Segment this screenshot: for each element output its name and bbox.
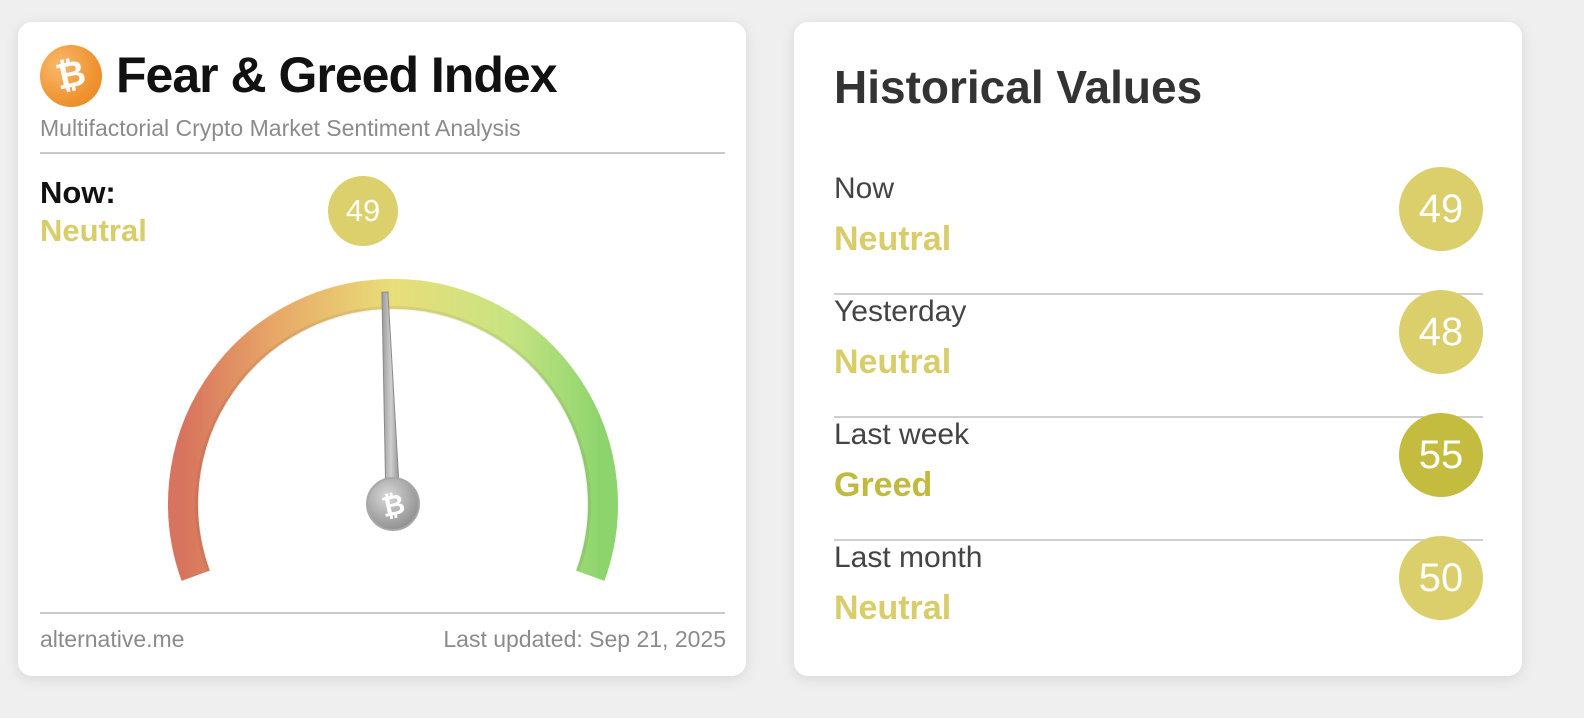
- gauge-arc-inner-shade: [195, 306, 591, 572]
- now-classification: Neutral: [40, 213, 147, 248]
- row-divider: [834, 416, 1483, 418]
- row-divider: [834, 293, 1483, 295]
- row-period: Last week: [834, 418, 970, 451]
- historical-row-last-month: Last month Neutral 50: [834, 536, 1483, 664]
- row-classification: Neutral: [834, 220, 952, 258]
- fear-greed-widget: ₿ Fear & Greed Index Multifactorial Cryp…: [18, 22, 746, 676]
- row-classification: Greed: [834, 466, 933, 504]
- historical-row-yesterday: Yesterday Neutral 48: [834, 290, 1483, 418]
- row-value-bubble: 50: [1399, 536, 1483, 620]
- row-period: Yesterday: [834, 295, 967, 328]
- row-value-bubble: 49: [1399, 167, 1483, 251]
- sentiment-gauge: ₿: [168, 278, 618, 581]
- historical-row-last-week: Last week Greed 55: [834, 413, 1483, 541]
- row-period: Last month: [834, 541, 983, 574]
- widget-subtitle: Multifactorial Crypto Market Sentiment A…: [40, 115, 521, 141]
- gauge-needle: [381, 291, 401, 505]
- now-value-bubble: 49: [328, 176, 398, 246]
- bitcoin-logo-icon: ₿: [34, 39, 108, 113]
- header-divider: [40, 152, 725, 154]
- needle-cap-bitcoin-icon: ₿: [366, 477, 420, 531]
- historical-row-now: Now Neutral 49: [834, 167, 1483, 295]
- row-value-bubble: 48: [1399, 290, 1483, 374]
- historical-values-card: Historical Values Now Neutral 49 Yesterd…: [794, 22, 1522, 676]
- row-value-bubble: 55: [1399, 413, 1483, 497]
- row-divider: [834, 539, 1483, 541]
- row-classification: Neutral: [834, 589, 952, 627]
- now-label: Now:: [40, 175, 116, 210]
- footer-updated: Last updated: Sep 21, 2025: [443, 626, 726, 652]
- widget-title: Fear & Greed Index: [116, 47, 557, 103]
- row-period: Now: [834, 172, 895, 205]
- row-classification: Neutral: [834, 343, 952, 381]
- footer-divider: [40, 612, 725, 614]
- gauge-arc: [168, 278, 618, 581]
- historical-title: Historical Values: [834, 61, 1203, 113]
- footer-source: alternative.me: [40, 626, 185, 652]
